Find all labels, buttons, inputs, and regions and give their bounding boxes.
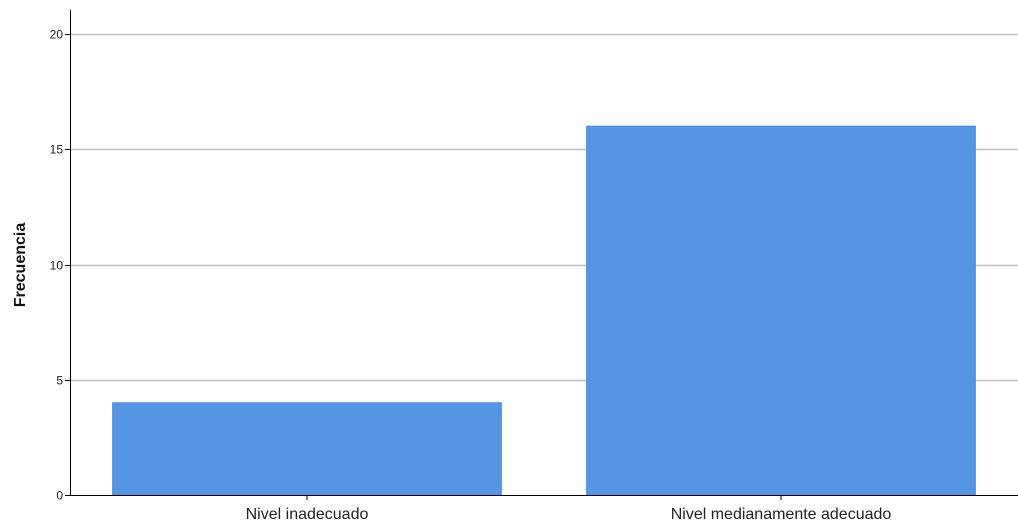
axes [65, 10, 1018, 500]
y-tick-label: 0 [56, 489, 63, 503]
x-tick-label: Nivel inadecuado [246, 506, 369, 523]
bars [112, 125, 976, 496]
x-tick-labels: Nivel inadecuado Nivel medianamente adecu… [246, 506, 892, 523]
y-tick-label: 5 [56, 374, 63, 388]
y-tick-labels: 0 5 10 15 20 [50, 28, 64, 503]
bar-2 [586, 125, 976, 496]
x-tick-label: Nivel medianamente adecuado [671, 506, 892, 523]
y-axis-title: Frecuencia [12, 223, 29, 308]
bar-1 [112, 402, 502, 496]
y-tick-label: 20 [50, 28, 64, 42]
y-tick-label: 15 [50, 143, 64, 157]
y-tick-label: 10 [50, 259, 64, 273]
